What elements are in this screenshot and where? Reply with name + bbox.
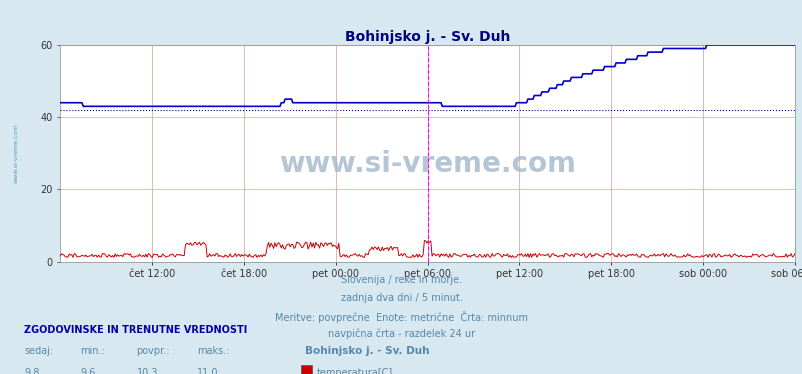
Text: maks.:: maks.: [196, 346, 229, 356]
Text: www.si-vreme.com: www.si-vreme.com [14, 123, 18, 183]
Text: zadnja dva dni / 5 minut.: zadnja dva dni / 5 minut. [340, 293, 462, 303]
Text: navpična črta - razdelek 24 ur: navpična črta - razdelek 24 ur [327, 329, 475, 339]
Text: povpr.:: povpr.: [136, 346, 170, 356]
Text: Bohinjsko j. - Sv. Duh: Bohinjsko j. - Sv. Duh [305, 346, 429, 356]
Text: min.:: min.: [80, 346, 105, 356]
Text: 9,6: 9,6 [80, 368, 95, 374]
Text: Meritve: povprečne  Enote: metrične  Črta: minnum: Meritve: povprečne Enote: metrične Črta:… [274, 311, 528, 323]
Text: Slovenija / reke in morje.: Slovenija / reke in morje. [341, 275, 461, 285]
Text: ZGODOVINSKE IN TRENUTNE VREDNOSTI: ZGODOVINSKE IN TRENUTNE VREDNOSTI [24, 325, 247, 335]
Text: sedaj:: sedaj: [24, 346, 53, 356]
Title: Bohinjsko j. - Sv. Duh: Bohinjsko j. - Sv. Duh [345, 30, 509, 44]
Text: 10,3: 10,3 [136, 368, 158, 374]
Text: 9,8: 9,8 [24, 368, 39, 374]
Text: 11,0: 11,0 [196, 368, 218, 374]
Text: temperatura[C]: temperatura[C] [317, 368, 393, 374]
Text: www.si-vreme.com: www.si-vreme.com [279, 150, 575, 178]
